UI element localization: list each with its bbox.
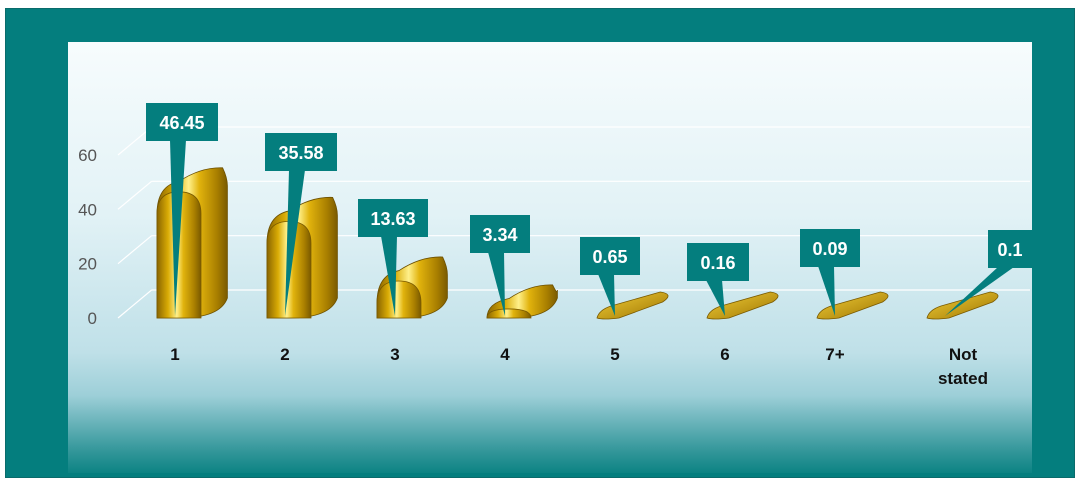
value-label: 0.09 (812, 239, 847, 259)
bar (156, 167, 228, 319)
callout-pointer (170, 140, 186, 316)
value-label: 35.58 (278, 143, 323, 163)
callout-pointer (598, 274, 615, 316)
callout-box (358, 199, 428, 237)
callout-pointer (945, 267, 1014, 316)
callout-pointer (381, 236, 397, 316)
value-callout: 13.63 (358, 199, 428, 316)
gridline-depth (117, 180, 152, 210)
value-label: 0.65 (592, 247, 627, 267)
callout-box (687, 243, 749, 281)
bar-base (816, 291, 889, 320)
category-label: Not (949, 345, 978, 364)
bar (926, 291, 999, 320)
bars (156, 167, 999, 320)
bar (816, 291, 889, 320)
bar (266, 196, 338, 319)
callout-pointer (706, 280, 725, 316)
plot-area (68, 42, 1032, 473)
bar-front (376, 280, 422, 319)
category-label: 1 (170, 345, 179, 364)
y-tick-label: 60 (78, 146, 97, 165)
chart-frame (5, 8, 1075, 478)
y-tick-label: 40 (78, 200, 97, 219)
value-label: 3.34 (482, 225, 517, 245)
gridline-depth (117, 289, 152, 319)
bar-front (486, 308, 532, 319)
category-label: 4 (500, 345, 510, 364)
callout-box (800, 229, 860, 267)
callout-box (265, 133, 337, 171)
gridline-depth (117, 235, 152, 265)
value-label: 13.63 (370, 209, 415, 229)
value-callout: 3.34 (470, 215, 530, 316)
value-callouts: 46.45 35.58 13.63 3.34 0.65 0.16 0.09 0.1 (146, 103, 1032, 316)
value-callout: 0.09 (800, 229, 860, 316)
bar (706, 291, 779, 320)
bar-base (926, 291, 999, 320)
callout-box (470, 215, 530, 253)
callout-box (988, 230, 1032, 268)
value-callout: 0.1 (945, 230, 1032, 316)
category-label: 3 (390, 345, 399, 364)
bar-base (706, 291, 779, 320)
category-label: stated (938, 369, 988, 388)
value-callout: 35.58 (265, 133, 337, 316)
value-callout: 0.16 (687, 243, 749, 316)
value-label: 0.16 (700, 253, 735, 273)
category-label: 2 (280, 345, 289, 364)
category-label: 5 (610, 345, 619, 364)
callout-pointer (285, 170, 305, 316)
value-callout: 0.65 (580, 237, 640, 316)
y-tick-label: 20 (78, 255, 97, 274)
y-axis: 0 20 40 60 (78, 146, 97, 328)
value-label: 46.45 (159, 113, 204, 133)
category-label: 7+ (825, 345, 844, 364)
y-tick-label: 0 (88, 309, 97, 328)
x-axis: 1 2 3 4 5 6 7+ Not stated (170, 345, 988, 388)
value-label: 0.1 (997, 240, 1022, 260)
category-label: 6 (720, 345, 729, 364)
callout-box (580, 237, 640, 275)
callout-box (146, 103, 218, 141)
value-callout: 46.45 (146, 103, 218, 316)
gridlines (117, 126, 1030, 319)
callout-pointer (818, 266, 835, 316)
callout-pointer (488, 252, 505, 316)
